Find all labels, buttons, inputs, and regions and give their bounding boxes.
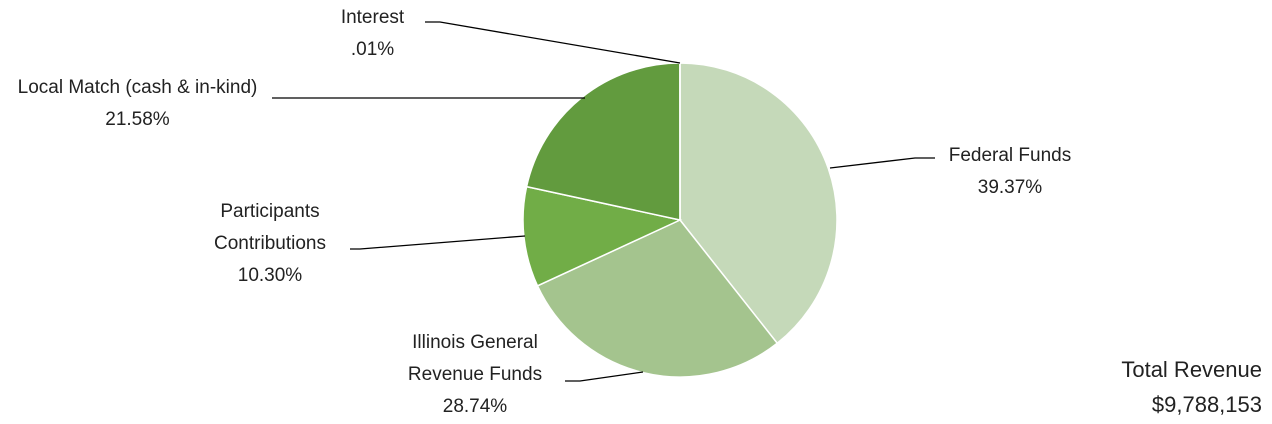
pie-slice	[679, 62, 838, 345]
slice-value: 21.58%	[105, 109, 170, 130]
slice-label: Local Match (cash & in-kind) 21.58%	[0, 72, 275, 136]
slice-name: Illinois General Revenue Funds	[407, 332, 543, 385]
pie-slice	[536, 219, 779, 378]
slice-name: Federal Funds	[948, 145, 1072, 166]
total-title: Total Revenue	[1121, 357, 1262, 382]
total-annotation: Total Revenue $9,788,153	[1121, 352, 1262, 422]
slice-name: Local Match (cash & in-kind)	[17, 77, 258, 98]
pie-slice	[522, 185, 683, 287]
slice-value: 10.30%	[237, 265, 303, 286]
leader-line	[425, 21, 681, 64]
slice-name: Participants Contributions	[214, 201, 326, 254]
slice-value: .01%	[350, 39, 395, 60]
leader-line	[829, 157, 935, 169]
total-value: $9,788,153	[1151, 392, 1262, 417]
slice-label: Federal Funds 39.37%	[910, 140, 1110, 204]
slice-label: Interest .01%	[320, 2, 425, 66]
slice-value: 28.74%	[442, 396, 508, 417]
leader-line	[350, 235, 526, 250]
slice-name: Interest	[340, 7, 405, 28]
slice-label: Illinois General Revenue Funds 28.74%	[375, 327, 575, 423]
leader-line	[565, 371, 644, 382]
slice-label: Participants Contributions 10.30%	[180, 196, 360, 292]
slice-value: 39.37%	[977, 177, 1043, 198]
